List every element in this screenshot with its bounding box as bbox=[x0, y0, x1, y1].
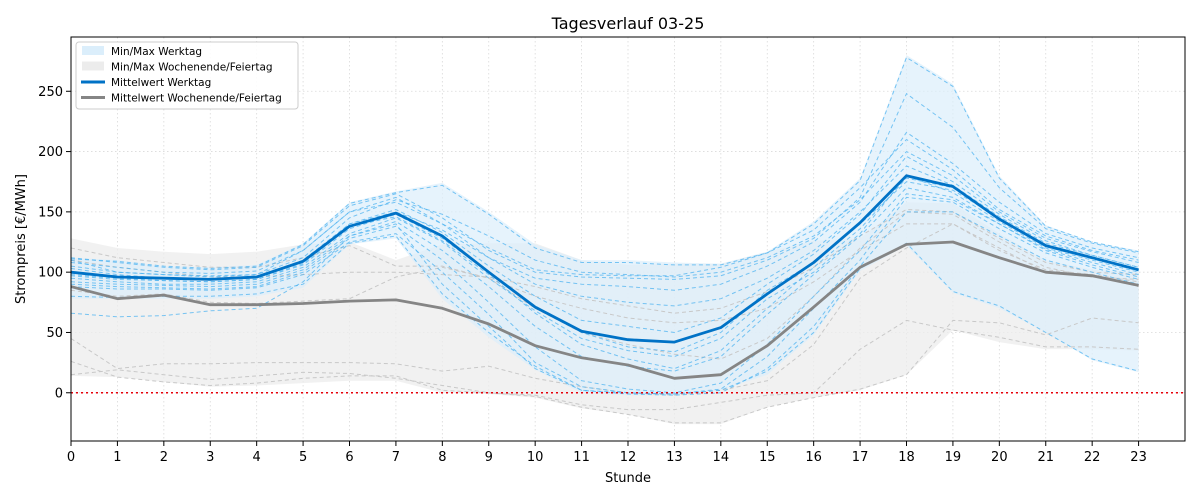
legend-swatch-min-max-wochenende-feiertag bbox=[82, 61, 104, 71]
weekend-day-line bbox=[71, 223, 1139, 324]
y-axis-label: Strompreis [€/MWh] bbox=[14, 174, 29, 304]
weekday-mean-line bbox=[71, 174, 1139, 344]
x-tick-label: 4 bbox=[253, 450, 261, 465]
legend-swatch-min-max-werktag bbox=[82, 46, 104, 55]
x-tick-label: 11 bbox=[573, 450, 590, 465]
x-tick-label: 7 bbox=[392, 450, 400, 465]
y-tick-label: 0 bbox=[55, 386, 63, 401]
weekday-day-line bbox=[71, 56, 1139, 270]
x-tick-label: 6 bbox=[345, 450, 353, 465]
weekday-day-line bbox=[71, 150, 1139, 278]
x-tick-label: 19 bbox=[945, 450, 962, 465]
weekday-day-line bbox=[71, 193, 1139, 394]
y-axis-ticks: 0 50 100 150 200 250 bbox=[38, 85, 71, 401]
weekday-day-line bbox=[71, 211, 1139, 396]
x-tick-label: 3 bbox=[206, 450, 214, 465]
x-tick-label: 20 bbox=[991, 450, 1008, 465]
x-tick-label: 13 bbox=[666, 450, 683, 465]
weekday-day-line bbox=[71, 175, 1139, 358]
x-tick-label: 22 bbox=[1084, 450, 1101, 465]
x-tick-label: 1 bbox=[113, 450, 121, 465]
legend-label: Mittelwert Wochenende/Feiertag bbox=[111, 92, 282, 104]
x-tick-label: 21 bbox=[1037, 450, 1054, 465]
x-tick-label: 10 bbox=[527, 450, 544, 465]
weekday-day-line bbox=[71, 235, 1139, 395]
legend-label: Mittelwert Werktag bbox=[111, 77, 211, 89]
legend: Min/Max Werktag Min/Max Wochenende/Feiert… bbox=[75, 41, 299, 110]
legend-label: Min/Max Wochenende/Feiertag bbox=[111, 61, 273, 73]
y-tick-label: 50 bbox=[46, 326, 63, 341]
chart-title: Tagesverlauf 03-25 bbox=[551, 14, 705, 33]
x-axis-ticks: 0 1 2 3 4 5 6 7 8 9 10 11 12 13 14 15 16 17 18 19 20 21 22 23 bbox=[67, 441, 1147, 465]
x-tick-label: 8 bbox=[438, 450, 446, 465]
mean-lines bbox=[71, 174, 1139, 380]
x-tick-label: 23 bbox=[1130, 450, 1147, 465]
y-tick-label: 150 bbox=[38, 205, 63, 220]
y-tick-label: 100 bbox=[38, 266, 63, 281]
legend-label: Min/Max Werktag bbox=[111, 46, 202, 58]
y-tick-label: 200 bbox=[38, 145, 63, 160]
x-tick-label: 9 bbox=[485, 450, 493, 465]
weekday-day-line bbox=[71, 131, 1139, 291]
x-tick-label: 2 bbox=[160, 450, 168, 465]
x-tick-label: 15 bbox=[759, 450, 776, 465]
legend-frame bbox=[75, 41, 299, 110]
weekday-day-line bbox=[71, 196, 1139, 395]
weekend-mean-line bbox=[71, 240, 1139, 380]
weekend-day-line bbox=[71, 317, 1139, 424]
weekday-minmax-band bbox=[71, 55, 1139, 396]
x-tick-label: 16 bbox=[805, 450, 822, 465]
x-tick-label: 17 bbox=[852, 450, 869, 465]
weekend-day-line bbox=[71, 319, 1139, 411]
x-axis-label: Stunde bbox=[605, 471, 651, 486]
x-tick-label: 12 bbox=[620, 450, 637, 465]
x-tick-label: 0 bbox=[67, 450, 75, 465]
x-tick-label: 14 bbox=[713, 450, 730, 465]
x-tick-label: 5 bbox=[299, 450, 307, 465]
x-tick-label: 18 bbox=[898, 450, 915, 465]
y-tick-label: 250 bbox=[38, 85, 63, 100]
weekday-day-line bbox=[71, 92, 1139, 280]
weekday-day-line bbox=[71, 187, 1139, 372]
